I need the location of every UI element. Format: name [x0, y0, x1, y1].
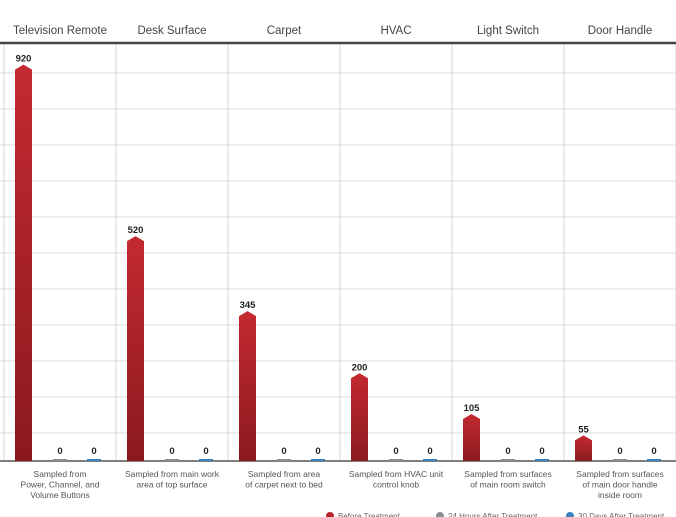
value-label-before-door-handle: 55: [578, 424, 589, 435]
bar-before-desk-surface: [127, 236, 144, 461]
legend-label-30-days-after-treatment: 30 Days After Treatment: [578, 512, 665, 517]
bar-30-days-after-treatment-desk-surface: [199, 459, 213, 461]
legend-swatch-before-treatment: [326, 512, 334, 517]
description-carpet: Sampled from area of carpet next to bed: [245, 469, 323, 490]
bar-24-hours-after-treatment-light-switch: [501, 459, 515, 461]
bar-24-hours-after-treatment-television-remote: [53, 459, 67, 461]
value-label-before-hvac: 200: [352, 362, 368, 373]
category-header-hvac: HVAC: [380, 25, 411, 37]
description-light-switch: Sampled from surfaces of main room switch: [464, 469, 551, 490]
value-label-24-hours-after-treatment-television-remote: 0: [57, 446, 62, 457]
legend-swatch-24-hours-after-treatment: [436, 512, 444, 517]
bar-30-days-after-treatment-television-remote: [87, 459, 101, 461]
bar-before-television-remote: [15, 64, 32, 462]
bar-30-days-after-treatment-hvac: [423, 459, 437, 461]
value-label-24-hours-after-treatment-light-switch: 0: [505, 446, 510, 457]
value-labels: 920 0 0 520 0 0 345 0 0 200 0 0 105 0 0 55 0 0: [16, 54, 657, 457]
category-header-desk-surface: Desk Surface: [137, 25, 206, 37]
bar-24-hours-after-treatment-hvac: [389, 459, 403, 461]
value-label-24-hours-after-treatment-desk-surface: 0: [169, 446, 174, 457]
bar-30-days-after-treatment-light-switch: [535, 459, 549, 461]
value-label-24-hours-after-treatment-door-handle: 0: [617, 446, 622, 457]
bar-before-light-switch: [463, 413, 480, 461]
legend: Before Treatment 24 Hours After Treatment…: [326, 512, 665, 517]
bars: [15, 64, 661, 462]
value-label-before-carpet: 345: [240, 300, 257, 311]
value-label-30-days-after-treatment-hvac: 0: [427, 446, 432, 457]
category-header-door-handle: Door Handle: [588, 25, 653, 37]
bar-24-hours-after-treatment-desk-surface: [165, 459, 179, 461]
value-label-before-television-remote: 920: [16, 54, 32, 65]
value-label-30-days-after-treatment-light-switch: 0: [539, 446, 544, 457]
bar-24-hours-after-treatment-carpet: [277, 459, 291, 461]
category-header-light-switch: Light Switch: [477, 25, 539, 37]
value-label-24-hours-after-treatment-hvac: 0: [393, 446, 398, 457]
value-label-30-days-after-treatment-desk-surface: 0: [203, 446, 208, 457]
value-label-before-desk-surface: 520: [128, 225, 144, 236]
description-door-handle: Sampled from surfaces of main door handle…: [576, 469, 663, 500]
description-desk-surface: Sampled from main work area of top surfac…: [125, 469, 220, 490]
category-header-carpet: Carpet: [267, 25, 302, 37]
bar-before-carpet: [239, 311, 256, 461]
value-label-30-days-after-treatment-door-handle: 0: [651, 446, 656, 457]
value-label-before-light-switch: 105: [464, 403, 481, 414]
category-header-television-remote: Television Remote: [13, 25, 107, 37]
bar-30-days-after-treatment-door-handle: [647, 459, 661, 461]
value-label-30-days-after-treatment-carpet: 0: [315, 446, 320, 457]
bar-before-door-handle: [575, 435, 592, 461]
description-television-remote: Sampled from Power, Channel, and Volume Bu…: [21, 469, 100, 500]
category-headers: Television Remote Desk Surface Carpet HVAC L…: [13, 25, 652, 37]
description-hvac: Sampled from HVAC unit control knob: [349, 469, 444, 490]
bar-30-days-after-treatment-carpet: [311, 459, 325, 461]
gridlines: [0, 41, 676, 462]
legend-label-24-hours-after-treatment: 24 Hours After Treatment: [448, 512, 538, 517]
legend-swatch-30-days-after-treatment: [566, 512, 574, 517]
bar-24-hours-after-treatment-door-handle: [613, 459, 627, 461]
bar-before-hvac: [351, 373, 368, 461]
value-label-30-days-after-treatment-television-remote: 0: [91, 446, 96, 457]
category-descriptions: Sampled from Power, Channel, and Volume Bu…: [21, 469, 664, 500]
value-label-24-hours-after-treatment-carpet: 0: [281, 446, 286, 457]
legend-label-before-treatment: Before Treatment: [338, 512, 401, 517]
